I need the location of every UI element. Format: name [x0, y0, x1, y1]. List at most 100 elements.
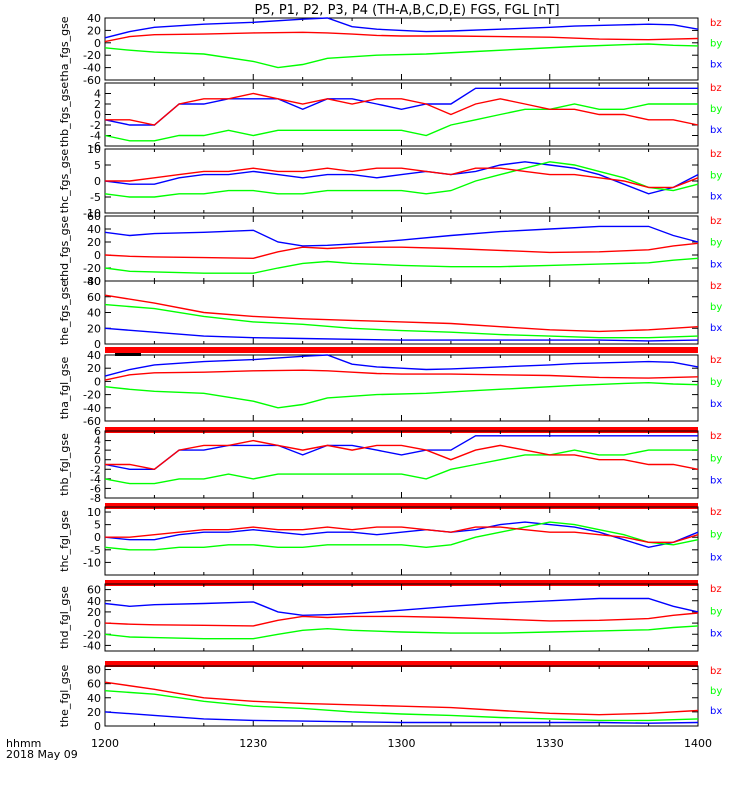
- legend-bz: bz: [710, 281, 722, 292]
- series-line-bx: [104, 521, 699, 549]
- legend-bx: bx: [710, 323, 722, 334]
- panel-y-label: thc_fgs_gse: [58, 149, 71, 214]
- legend-bx: bx: [710, 125, 722, 136]
- y-tick-label: 40: [87, 223, 101, 236]
- y-tick-label: -20: [83, 628, 101, 641]
- separator-bar: [105, 580, 698, 586]
- legend-by: by: [710, 170, 722, 181]
- y-tick-label: -8: [90, 492, 101, 505]
- legend-bz: bz: [710, 149, 722, 160]
- series-line-bz: [105, 167, 699, 189]
- y-tick-label: 40: [87, 595, 101, 608]
- legend-bx: bx: [710, 399, 722, 410]
- legend-bz: bz: [710, 355, 722, 366]
- y-tick-label: 0: [94, 338, 101, 351]
- y-tick-label: 20: [87, 322, 101, 335]
- series-line-by: [104, 161, 699, 198]
- y-tick-label: -10: [83, 207, 101, 220]
- separator-bar: [105, 503, 698, 509]
- y-tick-label: -2: [90, 119, 101, 132]
- legend-by: by: [710, 530, 722, 541]
- x-axis: 1200 1230 1300 1330 1400: [91, 737, 712, 750]
- y-tick-label: -40: [83, 639, 101, 652]
- x-tick-label: 1400: [684, 737, 712, 750]
- series-line-by: [104, 381, 699, 409]
- legend-bx: bx: [710, 552, 722, 563]
- series-line-bx: [104, 225, 699, 247]
- legend-bx: bx: [710, 259, 722, 270]
- panel-y-label: tha_fgl_gse: [58, 357, 71, 420]
- legend-by: by: [710, 606, 722, 617]
- y-tick-label: -4: [90, 473, 101, 486]
- series-line-bz: [104, 31, 699, 43]
- series-line-bz: [105, 526, 699, 543]
- y-tick-label: 0: [94, 720, 101, 733]
- panel-y-label: the_fgs_gse: [58, 280, 71, 345]
- series-line-bx: [104, 327, 699, 342]
- legend-bz: bz: [710, 18, 722, 29]
- y-tick-label: 20: [87, 362, 101, 375]
- series-line-bx: [104, 17, 699, 39]
- y-tick-label: -20: [83, 262, 101, 275]
- legend-bz: bz: [710, 216, 722, 227]
- panel: 420-2-4-6 thb_fgs_gse bz by bx: [58, 82, 722, 153]
- panel-y-label: the_fgl_gse: [58, 665, 71, 728]
- panel-frame: [104, 583, 699, 652]
- y-tick-label: 20: [87, 706, 101, 719]
- panel-y-label: thb_fgl_gse: [58, 433, 71, 496]
- y-tick-label: 0: [94, 617, 101, 630]
- legend-bz: bz: [710, 666, 722, 677]
- legend-by: by: [710, 377, 722, 388]
- date-label: 2018 May 09: [6, 748, 78, 761]
- panel-y-label: thd_fgs_gse: [58, 216, 71, 282]
- y-tick-label: 60: [87, 210, 101, 223]
- legend-bx: bx: [710, 476, 722, 487]
- y-tick-label: -10: [83, 556, 101, 569]
- legend-by: by: [710, 104, 722, 115]
- panel-y-label: thd_fgl_gse: [58, 586, 71, 649]
- legend-bz: bz: [710, 584, 722, 595]
- panel-frame: [104, 280, 699, 345]
- series-line-bz: [105, 92, 699, 126]
- y-tick-label: 2: [94, 444, 101, 457]
- series-line-bz: [104, 612, 699, 627]
- legend-bx: bx: [710, 192, 722, 203]
- panel: 80 60 40 20 0 the_fgs_gse bz by bx: [58, 275, 722, 351]
- series-line-by: [104, 449, 698, 485]
- series-line-bx: [104, 711, 699, 724]
- x-tick-label: 1330: [536, 737, 564, 750]
- series-line-bx: [104, 354, 699, 377]
- y-tick-label: -6: [90, 482, 101, 495]
- legend-bx: bx: [710, 706, 722, 717]
- panel-frame: [104, 354, 699, 422]
- y-tick-label: 60: [87, 678, 101, 691]
- y-tick-label: 60: [87, 584, 101, 597]
- legend-bz: bz: [710, 83, 722, 94]
- y-tick-label: -40: [83, 62, 101, 75]
- legend-by: by: [710, 238, 722, 249]
- series-line-bx: [104, 87, 698, 126]
- y-tick-label: -20: [83, 49, 101, 62]
- y-tick-label: 0: [94, 175, 101, 188]
- y-tick-label: 4: [94, 88, 101, 101]
- y-tick-label: 2: [94, 98, 101, 111]
- legend-bx: bx: [710, 59, 722, 70]
- series-line-by: [104, 103, 698, 142]
- y-tick-label: -4: [90, 130, 101, 143]
- y-tick-label: 80: [87, 664, 101, 677]
- series-line-bx: [104, 597, 699, 617]
- series-line-bz: [104, 294, 699, 333]
- y-tick-label: 5: [94, 519, 101, 532]
- legend-bx: bx: [710, 629, 722, 640]
- y-tick-label: 0: [94, 375, 101, 388]
- y-tick-label: -60: [83, 415, 101, 428]
- y-tick-label: 40: [87, 692, 101, 705]
- y-tick-label: 10: [87, 143, 101, 156]
- series-line-by: [104, 521, 699, 551]
- series-line-bz: [104, 681, 699, 716]
- legend-bz: bz: [710, 507, 722, 518]
